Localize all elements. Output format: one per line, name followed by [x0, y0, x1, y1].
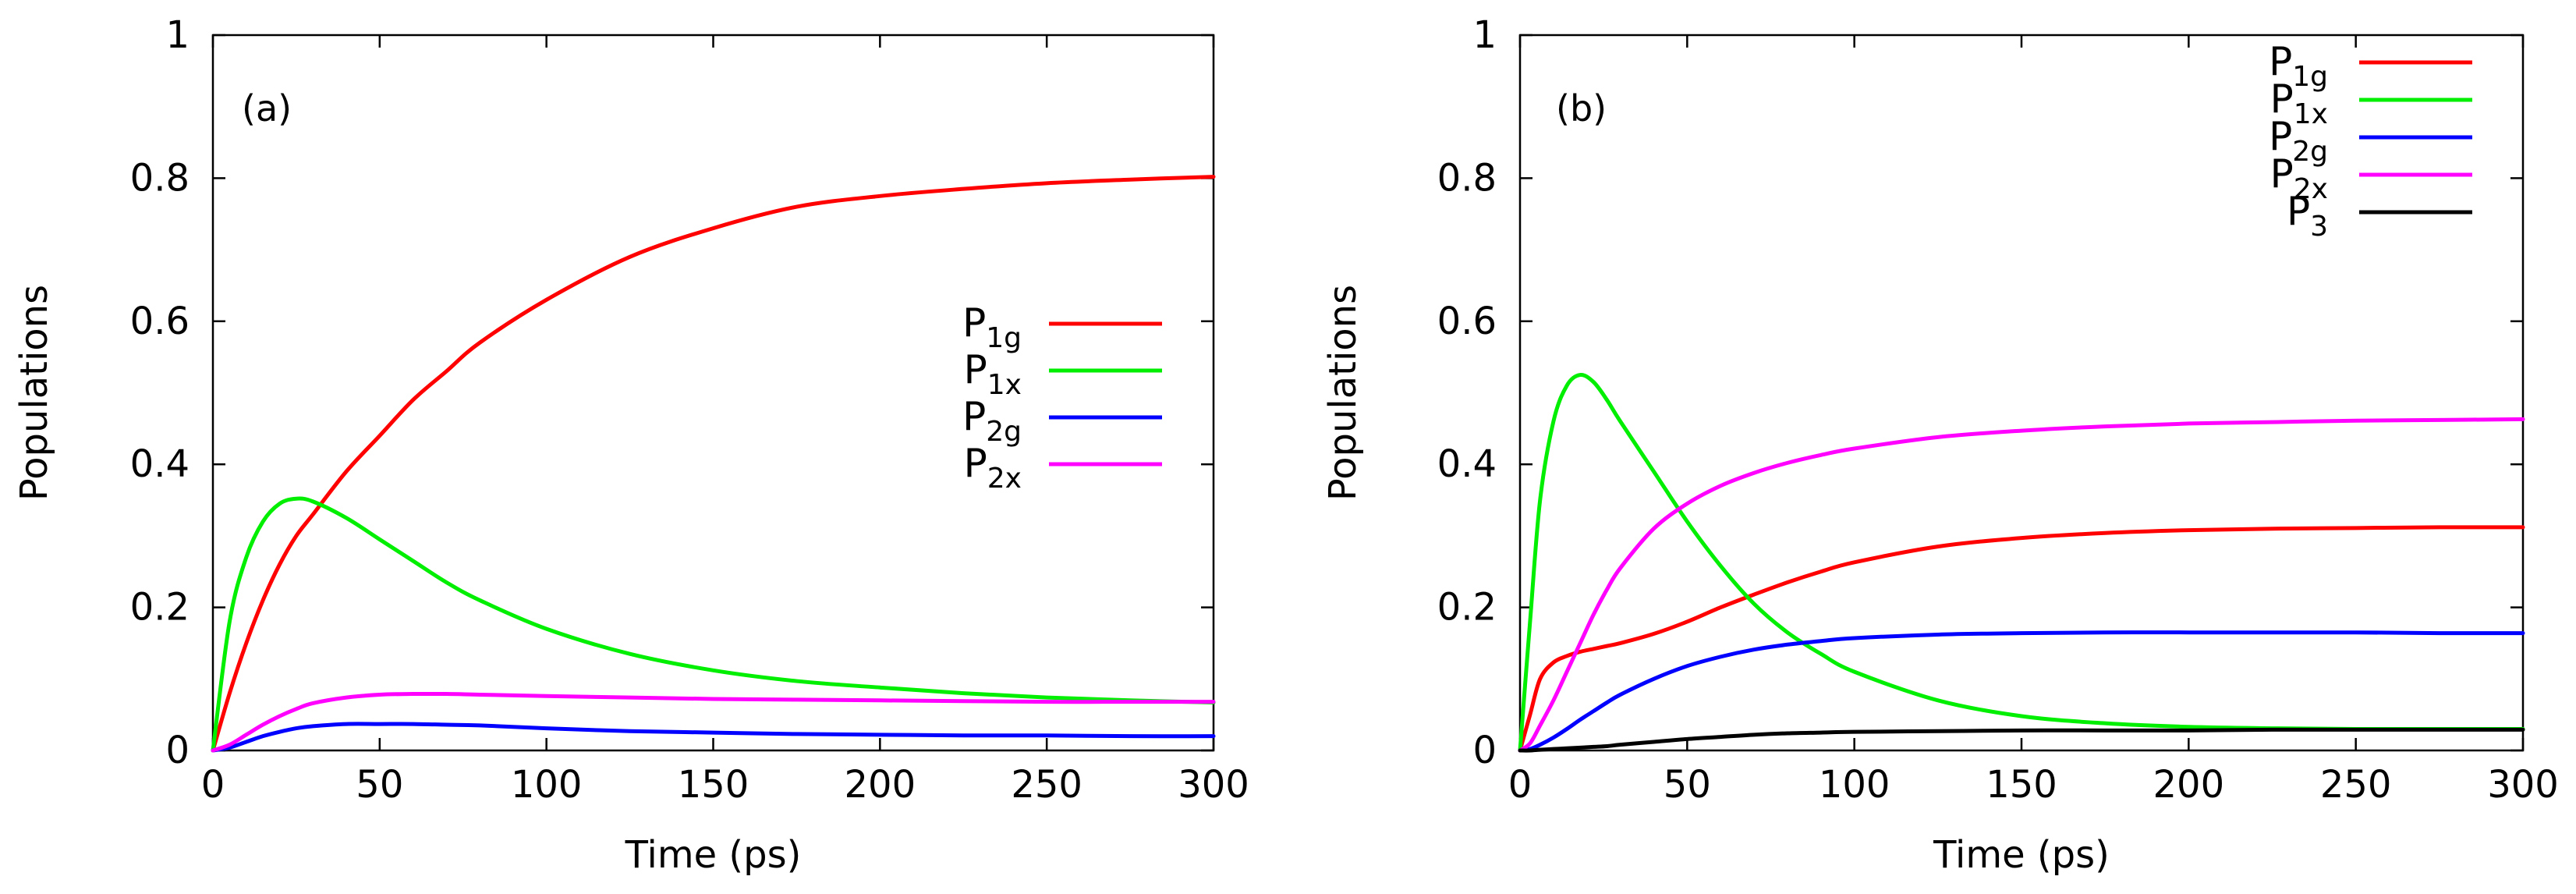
- y-tick-label: 0.8: [130, 156, 190, 200]
- y-axis-title: Populations: [12, 285, 56, 501]
- series-line-P1x: [1518, 373, 2525, 753]
- series-line-P1g: [1518, 525, 2525, 753]
- legend-label-P2g: P2g: [962, 394, 1022, 448]
- y-axis-title: Populations: [1321, 285, 1365, 501]
- legend-label-P2g: P2g: [2269, 114, 2328, 168]
- chart-panel-b: 0 50 100 150 200 250 300 0 0.2 0.4 0.6 0.8 1 Time (ps…: [1321, 13, 2559, 877]
- x-tick-label: 100: [1819, 763, 1890, 807]
- x-tick-label: 250: [1011, 763, 1082, 807]
- x-tick-label: 150: [1986, 763, 2057, 807]
- x-axis-title: Time (ps): [625, 833, 802, 877]
- panel-label: (a): [242, 87, 292, 129]
- x-tick-label: 150: [678, 763, 749, 807]
- chart-panel-a: 0 50 100 150 200 250 300 0 0.2 0.4 0.6 0.8 1 Time (ps…: [12, 13, 1249, 877]
- legend-label-P1g: P1g: [962, 300, 1022, 354]
- y-tick-label: 0.6: [1437, 300, 1497, 343]
- y-tick-label: 1: [165, 13, 190, 57]
- series-line-P2x: [1518, 417, 2525, 753]
- y-tick-label: 0.8: [1437, 156, 1497, 200]
- x-tick-label: 50: [356, 763, 403, 807]
- x-tick-label: 250: [2320, 763, 2392, 807]
- x-tick-label: 0: [201, 763, 225, 807]
- x-tick-label: 0: [1508, 763, 1532, 807]
- x-tick-label: 300: [2487, 763, 2559, 807]
- y-tick-label: 0.4: [1437, 442, 1497, 486]
- legend-label-P1x: P1x: [964, 347, 1022, 401]
- y-tick-label: 0.2: [130, 586, 190, 630]
- y-tick-label: 0.4: [130, 442, 190, 486]
- series-line-P1x: [211, 496, 1216, 753]
- legend-label-P2x: P2x: [964, 441, 1022, 495]
- x-axis-title: Time (ps): [1933, 833, 2110, 877]
- legend-label-P2x: P2x: [2270, 151, 2328, 205]
- x-tick-label: 300: [1178, 763, 1249, 807]
- series-line-P3: [1518, 727, 2525, 753]
- x-tick-label: 50: [1664, 763, 1711, 807]
- legend-label-P3: P3: [2287, 189, 2328, 243]
- y-tick-label: 0: [165, 729, 190, 772]
- y-tick-label: 0: [1472, 729, 1497, 772]
- x-tick-label: 200: [2153, 763, 2225, 807]
- legend-label-P1g: P1g: [2269, 39, 2328, 93]
- y-tick-label: 0.2: [1437, 586, 1497, 630]
- y-tick-label: 1: [1472, 13, 1497, 57]
- series-line-P2x: [211, 691, 1216, 753]
- x-tick-label: 200: [845, 763, 916, 807]
- x-tick-label: 100: [511, 763, 583, 807]
- legend-label-P1x: P1x: [2270, 76, 2328, 130]
- panel-label: (b): [1556, 87, 1607, 129]
- series-line-P2g: [211, 722, 1216, 753]
- series-line-P1g: [211, 175, 1216, 753]
- series-line-P2g: [1518, 630, 2525, 753]
- y-tick-label: 0.6: [130, 300, 190, 343]
